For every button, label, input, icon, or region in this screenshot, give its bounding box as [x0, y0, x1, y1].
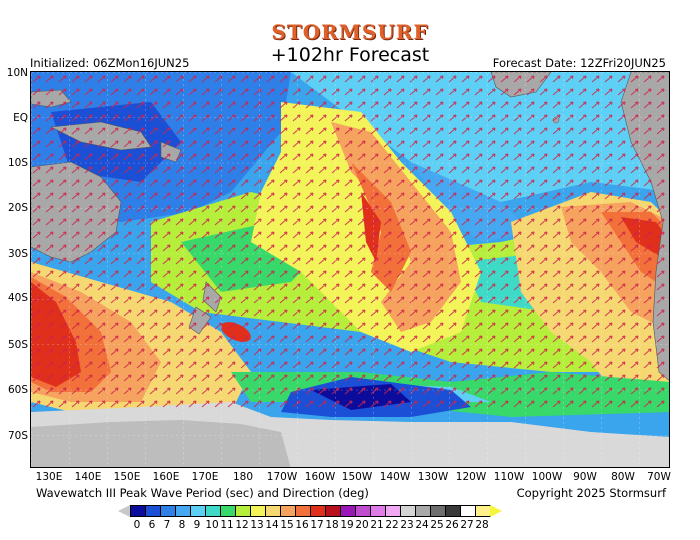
- legend-swatch: [310, 505, 326, 517]
- legend-swatch: [250, 505, 266, 517]
- forecast-date-label: Forecast Date: 12ZFri20JUN25: [492, 56, 666, 70]
- legend-value-label: 9: [193, 519, 201, 531]
- legend-swatch: [220, 505, 236, 517]
- legend-value-label: 25: [430, 519, 444, 531]
- legend-value-label: 13: [250, 519, 264, 531]
- lon-label-140e: 140E: [74, 471, 102, 483]
- legend-swatch: [280, 505, 296, 517]
- initialized-label: Initialized: 06ZMon16JUN25: [30, 56, 190, 70]
- legend-swatch: [355, 505, 371, 517]
- lon-label-140w: 140W: [379, 471, 411, 483]
- lat-label-60s: 60S: [7, 384, 28, 396]
- legend-value-label: 6: [148, 519, 156, 531]
- stormsurf-logo: STORMSURF: [271, 20, 429, 44]
- legend-value-label: 0: [133, 519, 141, 531]
- forecast-title: +102hr Forecast: [270, 44, 430, 66]
- lon-label-170e: 170E: [191, 471, 219, 483]
- legend-swatch: [370, 505, 386, 517]
- lat-label-10s: 10S: [7, 157, 28, 169]
- lat-label-eq: EQ: [13, 112, 28, 124]
- lat-label-10n: 10N: [6, 67, 28, 79]
- legend-swatch: [160, 505, 176, 517]
- legend-swatch: [145, 505, 161, 517]
- legend-value-label: 7: [163, 519, 171, 531]
- legend-value-label: 10: [205, 519, 219, 531]
- lat-label-20s: 20S: [7, 202, 28, 214]
- map-canvas: [31, 72, 669, 467]
- legend-swatch: [430, 505, 446, 517]
- legend-value-label: 23: [400, 519, 414, 531]
- legend-swatch: [445, 505, 461, 517]
- lon-label-110w: 110W: [493, 471, 525, 483]
- legend-swatch: [295, 505, 311, 517]
- legend-value-label: 17: [310, 519, 324, 531]
- lat-label-30s: 30S: [7, 248, 28, 260]
- lon-label-150e: 150E: [113, 471, 141, 483]
- lat-label-50s: 50S: [7, 339, 28, 351]
- legend-value-label: 27: [460, 519, 474, 531]
- legend-value-label: 18: [325, 519, 339, 531]
- legend-value-label: 19: [340, 519, 354, 531]
- legend-value-label: 8: [178, 519, 186, 531]
- lon-label-160w: 160W: [304, 471, 336, 483]
- lon-label-170w: 170W: [266, 471, 298, 483]
- legend-swatch: [175, 505, 191, 517]
- legend-swatch: [235, 505, 251, 517]
- legend-swatch: [460, 505, 476, 517]
- legend-value-label: 16: [295, 519, 309, 531]
- lon-label-130e: 130E: [35, 471, 63, 483]
- wave-period-map[interactable]: [30, 71, 670, 468]
- legend-left-arrow: [118, 505, 130, 517]
- legend-value-label: 26: [445, 519, 459, 531]
- legend-swatch: [340, 505, 356, 517]
- lon-label-180: 180: [232, 471, 254, 483]
- legend-value-label: 11: [220, 519, 234, 531]
- legend-value-label: 15: [280, 519, 294, 531]
- legend-swatch: [415, 505, 431, 517]
- legend-value-label: 22: [385, 519, 399, 531]
- legend-swatch: [475, 505, 491, 517]
- legend-swatch: [265, 505, 281, 517]
- lon-label-100w: 100W: [531, 471, 563, 483]
- legend-swatch: [130, 505, 146, 517]
- legend-value-label: 24: [415, 519, 429, 531]
- legend-value-label: 14: [265, 519, 279, 531]
- lon-label-130w: 130W: [417, 471, 449, 483]
- legend-swatch: [385, 505, 401, 517]
- color-legend-bar: [118, 505, 502, 517]
- copyright-label: Copyright 2025 Stormsurf: [516, 486, 666, 500]
- lat-label-70s: 70S: [7, 430, 28, 442]
- lon-label-150w: 150W: [341, 471, 373, 483]
- legend-swatch: [325, 505, 341, 517]
- legend-right-arrow: [490, 505, 502, 517]
- legend-swatch: [400, 505, 416, 517]
- lon-label-80w: 80W: [611, 471, 635, 483]
- legend-swatch: [190, 505, 206, 517]
- lon-label-120w: 120W: [455, 471, 487, 483]
- legend-value-label: 28: [475, 519, 489, 531]
- map-caption: Wavewatch III Peak Wave Period (sec) and…: [36, 486, 369, 500]
- legend-value-label: 20: [355, 519, 369, 531]
- lon-label-90w: 90W: [573, 471, 597, 483]
- lon-label-160e: 160E: [152, 471, 180, 483]
- lat-label-40s: 40S: [7, 292, 28, 304]
- lon-label-70w: 70W: [647, 471, 671, 483]
- legend-value-label: 21: [370, 519, 384, 531]
- legend-swatch: [205, 505, 221, 517]
- legend-value-label: 12: [235, 519, 249, 531]
